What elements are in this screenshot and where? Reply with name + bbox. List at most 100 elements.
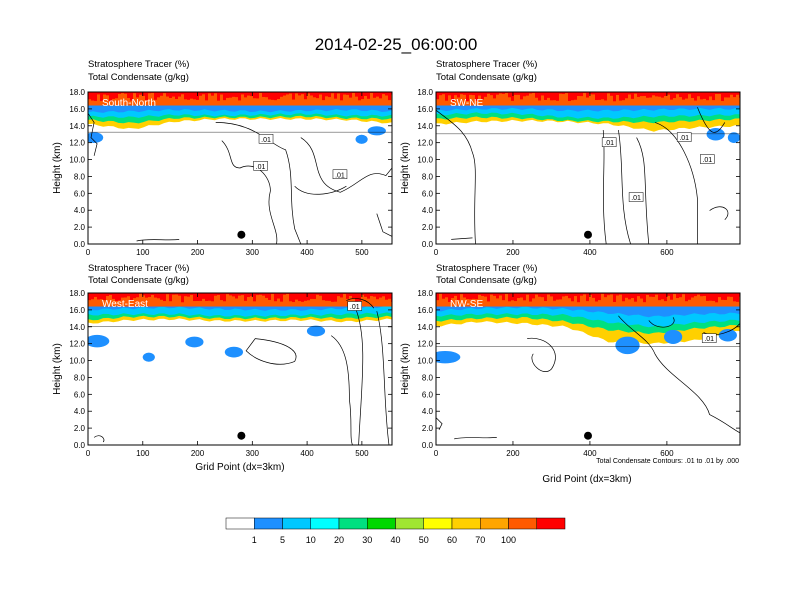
- tracer-red-column: [478, 92, 481, 96]
- tracer-red-column: [175, 92, 178, 100]
- tracer-red-column: [178, 293, 181, 296]
- tracer-red-column: [187, 293, 190, 297]
- tracer-red-column: [154, 92, 157, 100]
- tracer-red-column: [634, 293, 637, 302]
- tracer-red-column: [346, 92, 349, 95]
- tracer-red-column: [664, 92, 667, 96]
- tracer-red-column: [640, 92, 643, 97]
- tracer-red-column: [109, 92, 112, 101]
- tracer-red-column: [304, 92, 307, 100]
- tracer-red-column: [106, 293, 109, 297]
- tracer-red-column: [697, 293, 700, 295]
- tracer-red-column: [586, 293, 589, 302]
- colorbar-swatch: [367, 517, 396, 530]
- tracer-red-column: [547, 92, 550, 98]
- tracer-red-column: [730, 293, 733, 297]
- colorbar-label: 100: [501, 535, 516, 545]
- tracer-red-column: [493, 92, 496, 99]
- tracer-red-column: [499, 92, 502, 94]
- tracer-red-column: [97, 92, 100, 95]
- tracer-red-column: [721, 293, 724, 300]
- x-tick-label: 400: [300, 449, 314, 458]
- colorbar-swatch: [508, 517, 537, 530]
- x-tick-label: 500: [355, 248, 369, 257]
- tracer-red-column: [295, 92, 298, 94]
- tracer-red-column: [211, 92, 214, 96]
- tracer-red-column: [199, 92, 202, 96]
- tracer-red-column: [517, 293, 520, 299]
- tracer-red-column: [691, 293, 694, 298]
- y-tick-label: 18.0: [69, 289, 85, 298]
- tracer-red-column: [373, 92, 376, 98]
- tracer-red-column: [673, 293, 676, 295]
- tracer-red-column: [343, 92, 346, 95]
- tracer-red-column: [265, 293, 268, 298]
- tracer-red-column: [139, 92, 142, 95]
- colorbar-swatch: [282, 517, 311, 530]
- contour-label-box: [253, 161, 268, 171]
- tracer-red-column: [193, 92, 196, 100]
- tracer-red-column: [316, 92, 319, 99]
- tracer-red-column: [541, 92, 544, 96]
- tracer-red-column: [526, 92, 529, 96]
- tracer-red-column: [652, 92, 655, 96]
- condensate-contour: [215, 122, 302, 244]
- tracer-red-column: [280, 293, 283, 302]
- location-marker: [584, 431, 592, 440]
- tracer-red-column: [595, 92, 598, 101]
- condensate-contour: [697, 107, 726, 133]
- y-axis-label: Height (km): [52, 142, 63, 194]
- tracer-red-column: [538, 92, 541, 101]
- tracer-red-column: [514, 293, 517, 302]
- tracer-red-column: [205, 293, 208, 301]
- y-tick-label: 10.0: [417, 357, 433, 366]
- tracer-red-column: [532, 293, 535, 299]
- tracer-red-column: [256, 92, 259, 99]
- tracer-red-column: [235, 92, 238, 98]
- tracer-red-column: [481, 92, 484, 100]
- tracer-red-column: [307, 92, 310, 94]
- tracer-red-column: [130, 92, 133, 101]
- main-title: 2014-02-25_06:00:00: [315, 35, 478, 54]
- tracer-red-column: [100, 92, 103, 101]
- tracer-red-column: [265, 92, 268, 98]
- tracer-red-column: [712, 92, 715, 101]
- y-tick-label: 2.0: [74, 424, 86, 433]
- tracer-red-column: [703, 293, 706, 296]
- tracer-red-column: [604, 92, 607, 101]
- tracer-red-column: [571, 293, 574, 302]
- tracer-red-column: [181, 293, 184, 303]
- y-tick-label: 12.0: [417, 139, 433, 148]
- tracer-blob: [88, 334, 110, 348]
- contour-label-box: [676, 132, 692, 142]
- tracer-red-column: [529, 293, 532, 302]
- x-tick-label: 300: [246, 449, 260, 458]
- tracer-red-column: [703, 92, 706, 99]
- tracer-red-column: [259, 293, 262, 295]
- tracer-red-column: [358, 92, 361, 101]
- tracer-red-column: [520, 293, 523, 298]
- tracer-red-column: [655, 293, 658, 295]
- x-tick-label: 600: [660, 248, 674, 257]
- tracer-red-column: [526, 293, 529, 295]
- tracer-red-column: [436, 92, 439, 100]
- tracer-blob: [355, 134, 368, 144]
- tracer-red-column: [121, 92, 124, 94]
- tracer-red-column: [271, 92, 274, 100]
- tracer-red-column: [661, 293, 664, 300]
- y-tick-label: 6.0: [74, 189, 86, 198]
- tracer-red-column: [130, 293, 133, 300]
- y-tick-label: 6.0: [422, 189, 434, 198]
- tracer-red-column: [322, 293, 325, 301]
- colorbar-swatch: [395, 517, 424, 530]
- tracer-red-column: [610, 293, 613, 295]
- tracer-red-column: [157, 92, 160, 98]
- tracer-red-column: [529, 92, 532, 94]
- tracer-red-column: [463, 92, 466, 95]
- tracer-red-column: [652, 293, 655, 297]
- tracer-red-column: [202, 293, 205, 299]
- panel-contour-title: Total Condensate (g/kg): [436, 275, 537, 286]
- tracer-red-column: [589, 92, 592, 95]
- tracer-red-column: [559, 293, 562, 300]
